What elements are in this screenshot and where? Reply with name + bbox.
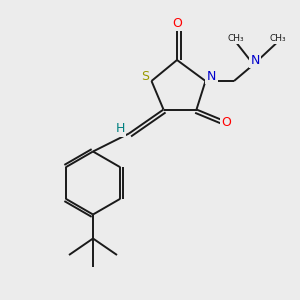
Text: CH₃: CH₃ (227, 34, 244, 43)
Text: N: N (250, 53, 260, 67)
Text: S: S (141, 70, 149, 83)
Text: N: N (207, 70, 216, 83)
Text: H: H (115, 122, 125, 136)
Text: O: O (222, 116, 231, 130)
Text: O: O (172, 17, 182, 30)
Text: CH₃: CH₃ (269, 34, 286, 43)
